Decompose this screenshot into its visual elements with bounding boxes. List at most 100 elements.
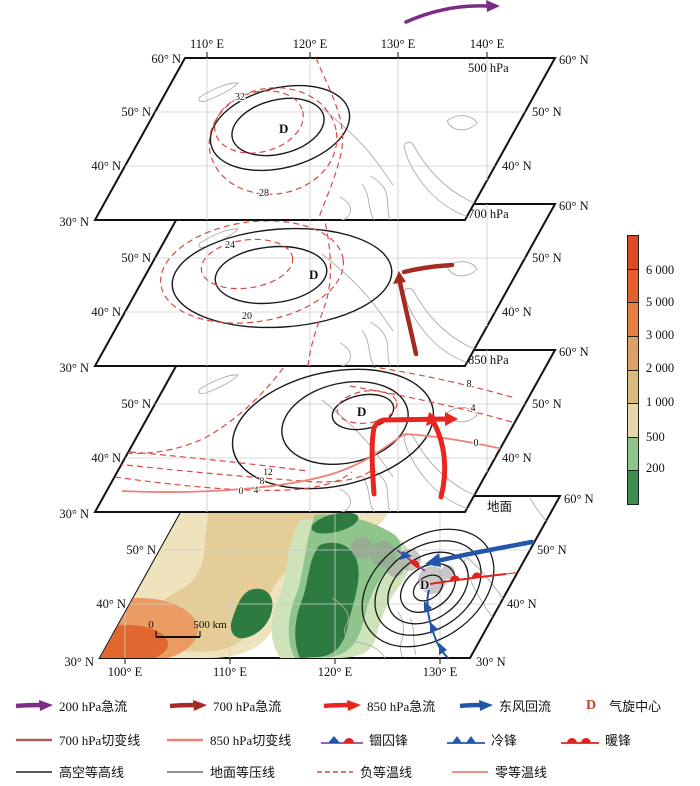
isotherm-label: 20 — [242, 311, 252, 322]
graticule — [95, 204, 555, 366]
lat-label: 50° N — [121, 251, 151, 265]
lat-label: 50° N — [537, 543, 567, 557]
colorbar-label: 5 000 — [646, 295, 675, 309]
lat-label: 50° N — [121, 105, 151, 119]
height-contours — [171, 227, 393, 329]
legend-cyclone-center: D 气旋中心 — [586, 696, 661, 715]
lon-label: 120° E — [318, 665, 353, 679]
panel-title-850: 850 hPa — [468, 353, 509, 367]
occluded-front — [396, 549, 426, 572]
terrain-shading — [100, 496, 411, 658]
lat-label: 40° N — [91, 305, 121, 319]
east-flow-arrow-icon — [458, 699, 494, 712]
legend-jet850: 850 hPa急流 — [322, 696, 435, 715]
elevation-colorbar — [627, 235, 639, 505]
negative-isotherms — [160, 204, 344, 366]
colorbar-label: 2 000 — [646, 361, 675, 375]
jet-200-arrow-icon — [14, 699, 54, 712]
legend-label: 700 hPa急流 — [213, 699, 282, 714]
cyclone-marker-icon: D — [586, 697, 597, 713]
isotherm-label: 24 — [225, 240, 235, 251]
lat-label: 30° N — [59, 507, 89, 521]
colorbar-label: 500 — [646, 430, 665, 444]
lat-label: 50° N — [532, 251, 562, 265]
legend-east-flow: 东风回流 — [458, 696, 551, 715]
lat-label: 40° N — [502, 159, 532, 173]
lat-label: 40° N — [502, 305, 532, 319]
colorbar-label: 200 — [646, 461, 665, 475]
cyclone-center-500: D — [279, 121, 288, 136]
isotherm-label: 8 — [467, 379, 472, 390]
lon-label: 130° E — [423, 665, 458, 679]
lat-label: 50° N — [532, 397, 562, 411]
legend-label: 冷锋 — [491, 733, 518, 748]
jet-850-arrow-icon — [322, 699, 362, 712]
legend-label: 东风回流 — [499, 699, 552, 714]
scale-distance: 500 km — [193, 619, 227, 631]
warm-front-icon — [560, 734, 600, 746]
panel-title-700: 700 hPa — [468, 207, 509, 221]
occluded-front-icon — [320, 734, 364, 746]
lat-label: 50° N — [121, 397, 151, 411]
legend-jet200: 200 hPa急流 — [14, 696, 127, 715]
lon-ticks-bottom — [124, 658, 441, 664]
scale-zero: 0 — [148, 619, 154, 631]
negative-isotherms — [208, 58, 344, 220]
jet-850 — [369, 412, 458, 500]
panel-surface: 0 500 km D 100° E 110° E 120° E 130° E 6… — [64, 492, 593, 679]
lat-label: 60° N — [559, 345, 589, 359]
legend-cold-front: 冷锋 — [446, 730, 517, 749]
panel-500hpa: 32 28 D 110° E 120° E 130° E 140° E 60° … — [59, 37, 588, 229]
lon-ticks-top — [206, 52, 488, 58]
legend-label: 暖锋 — [605, 733, 632, 748]
lat-label: 40° N — [502, 451, 532, 465]
panel-title-surface: 地面 — [487, 500, 512, 514]
legend-shear850: 850 hPa切变线 — [165, 730, 291, 749]
panel-700hpa: 24 20 D 60° N 50° N 50° N 40° N 40° N 30… — [59, 199, 588, 375]
legend-label: 气旋中心 — [609, 699, 662, 714]
lon-label: 130° E — [381, 37, 416, 51]
isotherm-label: 28 — [259, 188, 269, 199]
zero-isotherm — [121, 433, 509, 493]
lat-label: 50° N — [532, 105, 562, 119]
isobar-line-icon — [165, 767, 205, 777]
lat-label: 30° N — [59, 361, 89, 375]
lon-label: 120° E — [293, 37, 328, 51]
shear-700-line-icon — [14, 735, 54, 745]
colorbar-label: 6 000 — [646, 263, 675, 277]
legend-label: 850 hPa急流 — [367, 699, 436, 714]
lat-label: 60° N — [559, 53, 589, 67]
legend-label: 200 hPa急流 — [59, 699, 128, 714]
legend-shear700: 700 hPa切变线 — [14, 730, 140, 749]
isotherm-label: 32 — [235, 92, 245, 103]
height-contours — [209, 84, 351, 172]
jet-700 — [393, 262, 455, 357]
lat-label: 40° N — [91, 451, 121, 465]
legend-occluded-front: 锢囚锋 — [320, 730, 408, 749]
lat-label: 30° N — [476, 655, 506, 669]
jet-200 — [404, 0, 500, 24]
colorbar-label: 1 000 — [646, 395, 675, 409]
legend-label: 锢囚锋 — [369, 733, 409, 748]
scale-bar — [155, 631, 201, 638]
lat-label: 30° N — [64, 655, 94, 669]
cyclone-center-700: D — [309, 267, 318, 282]
lat-label: 40° N — [96, 597, 126, 611]
cold-front — [424, 589, 451, 658]
cyclone-center-surface: D — [420, 577, 429, 592]
shear-850-line-icon — [165, 735, 205, 745]
lat-label: 60° N — [559, 199, 589, 213]
lon-label: 110° E — [190, 37, 224, 51]
zero-isotherm-line-icon — [450, 767, 490, 777]
lat-label: 60° N — [564, 492, 594, 506]
panel-title-500: 500 hPa — [468, 61, 509, 75]
legend-label: 700 hPa切变线 — [59, 733, 141, 748]
lon-label: 110° E — [213, 665, 247, 679]
cyclone-center-850: D — [357, 404, 366, 419]
height-contour-line-icon — [14, 767, 54, 777]
isotherm-label: 0 — [474, 438, 479, 449]
legend-negative-isotherm: 负等温线 — [315, 762, 412, 781]
legend-label: 850 hPa切变线 — [210, 733, 292, 748]
